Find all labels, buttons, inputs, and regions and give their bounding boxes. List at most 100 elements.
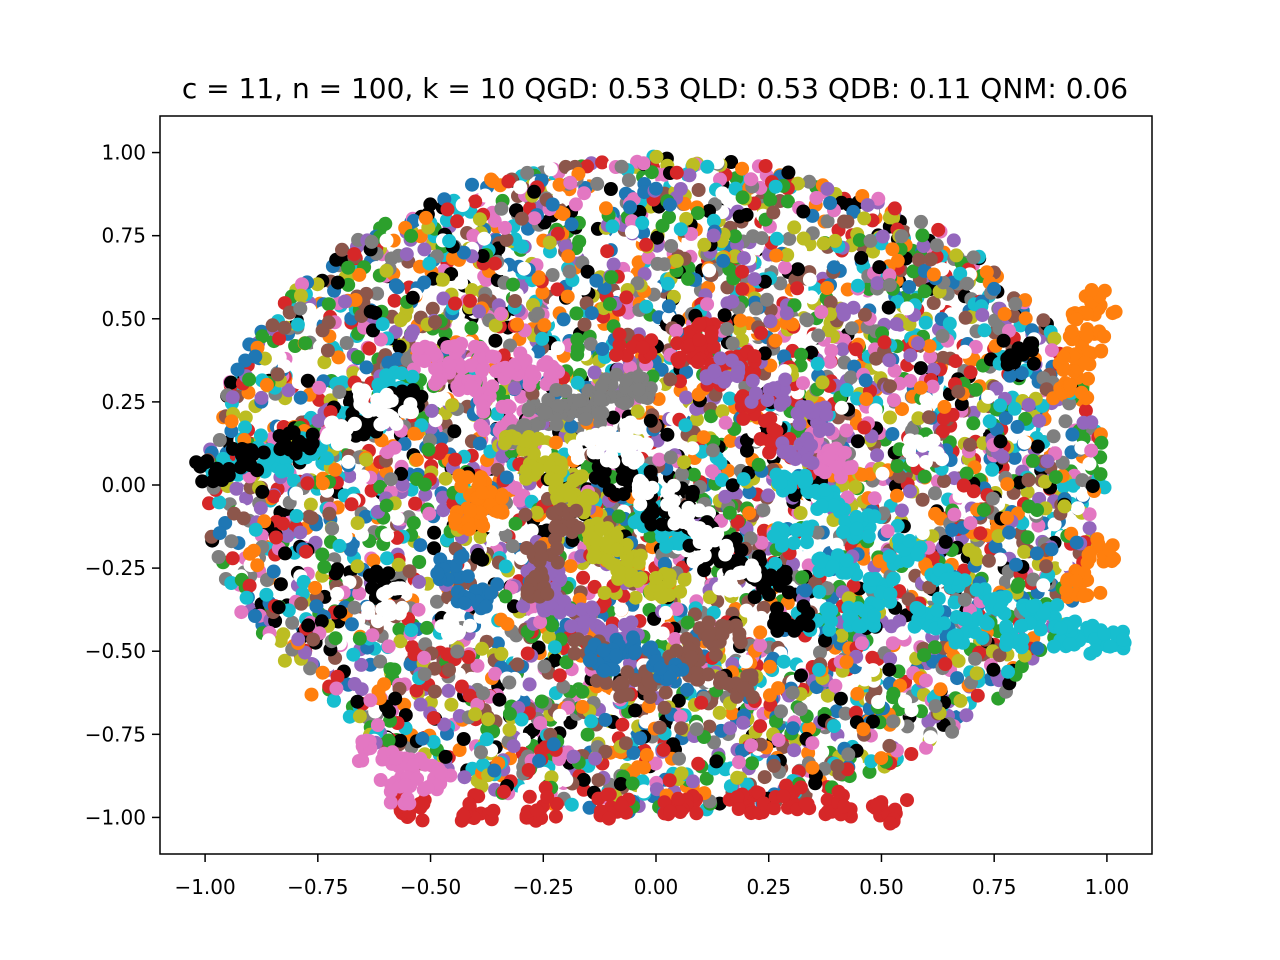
cloud-point — [1078, 403, 1093, 418]
cloud-point — [712, 705, 727, 720]
cloud-point — [793, 243, 808, 258]
cloud-point — [393, 634, 408, 649]
cloud-point — [785, 721, 800, 736]
cloud-point — [253, 428, 268, 443]
cloud-point — [533, 716, 548, 730]
cloud-point — [387, 293, 402, 308]
cloud-point — [1018, 311, 1033, 326]
cloud-point — [293, 390, 308, 405]
cloud-point — [1065, 427, 1080, 442]
cloud-point — [615, 236, 630, 251]
cloud-point — [576, 570, 591, 585]
cloud-point — [502, 706, 517, 721]
cloud-point — [790, 262, 805, 277]
cloud-point — [808, 776, 823, 791]
cloud-point — [900, 301, 915, 316]
cloud-point — [472, 436, 487, 451]
cloud-point — [715, 186, 730, 201]
cloud-point — [655, 626, 670, 641]
cloud-point — [455, 198, 470, 212]
cloud-point — [520, 165, 535, 180]
cloud-point — [986, 662, 1001, 677]
cloud-point — [552, 708, 567, 723]
cloud-point — [735, 282, 750, 297]
cloud-point — [778, 260, 792, 275]
cloud-point — [687, 744, 702, 758]
cloud-point — [512, 493, 527, 508]
cloud-point — [714, 473, 729, 487]
cloud-point — [649, 181, 663, 196]
cloud-point — [652, 720, 667, 735]
cloud-point — [326, 693, 341, 708]
cloud-point — [890, 459, 905, 473]
cloud-point — [685, 441, 700, 456]
cloud-point — [379, 233, 394, 248]
cloud-point — [805, 736, 820, 751]
cloud-point — [922, 339, 937, 354]
cloud-point — [894, 503, 909, 518]
cloud-point — [598, 712, 613, 727]
cloud-point — [656, 742, 671, 757]
cloud-point — [350, 694, 365, 709]
cloud-point — [418, 487, 433, 502]
cloud-point — [706, 228, 721, 243]
cloud-point — [735, 264, 750, 279]
cloud-point — [700, 297, 715, 312]
cloud-point — [840, 214, 855, 229]
cloud-point — [736, 472, 751, 487]
cloud-point — [589, 273, 604, 288]
cloud-point — [575, 684, 590, 699]
cloud-point — [877, 335, 892, 350]
cloud-point — [599, 201, 613, 216]
cloud-point — [743, 172, 758, 187]
cloud-point — [424, 403, 439, 418]
cloud-point — [809, 696, 824, 711]
cloud-point — [870, 276, 885, 291]
cloud-point — [1048, 470, 1063, 485]
cloud-point — [498, 589, 513, 604]
cloud-point — [921, 410, 936, 425]
cloud-point — [794, 668, 808, 683]
cloud-point — [450, 214, 465, 229]
cloud-point — [682, 168, 697, 183]
cloud-point — [409, 452, 424, 467]
cloud-point — [946, 233, 961, 248]
cloud-point — [556, 207, 571, 221]
cloud-point — [959, 466, 974, 481]
cloud-point — [636, 156, 651, 171]
cloud-point — [556, 679, 571, 694]
cloud-point — [857, 211, 872, 226]
cloud-point — [812, 584, 827, 599]
cloud-point — [763, 314, 778, 329]
cloud-point — [468, 194, 483, 209]
cloud-point — [1093, 467, 1108, 482]
cloud-point — [868, 403, 883, 418]
cloud-point — [346, 647, 361, 662]
cloud-point — [212, 433, 227, 447]
cloud-point — [1070, 501, 1085, 516]
cloud-point — [681, 271, 696, 286]
cloud-point — [756, 503, 771, 518]
cloud-point — [342, 469, 357, 484]
cloud-point — [392, 339, 407, 354]
cloud-point — [945, 523, 960, 537]
cloud-point — [761, 488, 776, 503]
cloud-point — [768, 333, 783, 348]
cloud-point — [440, 202, 455, 217]
cloud-point — [758, 159, 773, 173]
cloud-point — [378, 216, 393, 231]
cloud-point — [913, 361, 928, 376]
cloud-point — [494, 646, 509, 661]
cloud-point — [365, 628, 380, 643]
cloud-point — [843, 370, 858, 385]
cloud-point — [350, 516, 365, 531]
cloud-point — [373, 479, 388, 494]
cloud-point — [970, 552, 984, 567]
cloud-point — [838, 706, 853, 721]
cloud-point — [850, 434, 865, 449]
cloud-point — [546, 737, 561, 752]
cloud-point — [702, 263, 717, 278]
cloud-point — [816, 236, 831, 251]
cloud-point — [987, 281, 1002, 296]
cloud-point — [678, 418, 693, 433]
